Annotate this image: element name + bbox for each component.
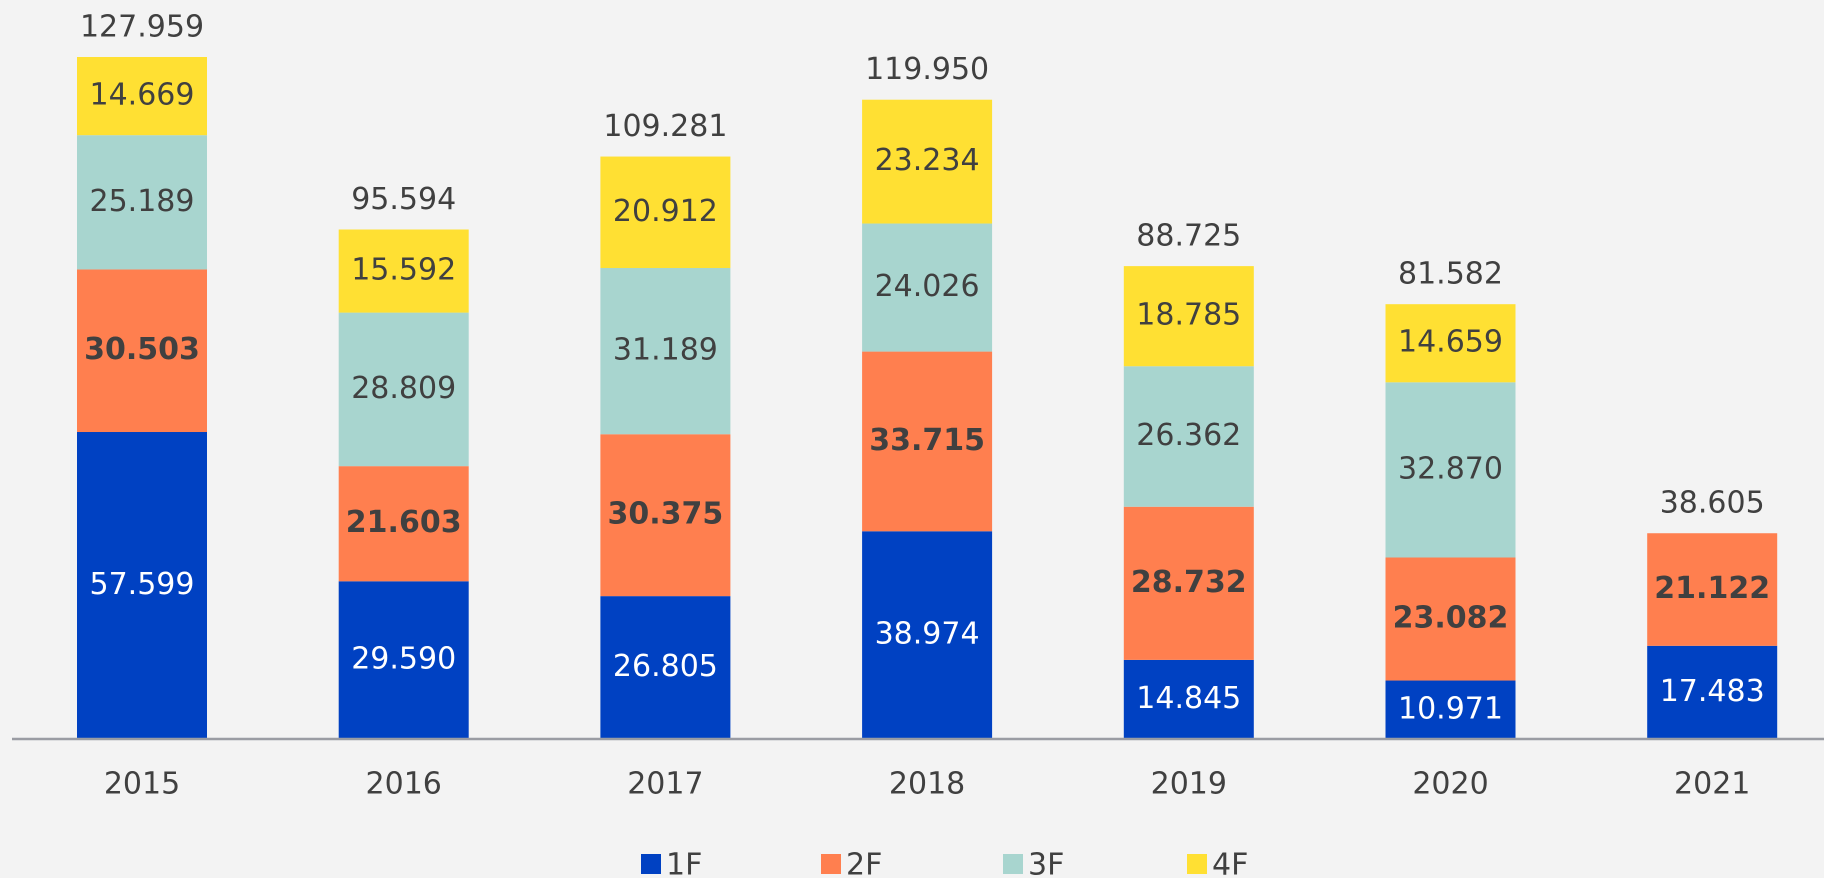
x-tick-label: 2021 <box>1674 767 1750 802</box>
bar-segment <box>1385 382 1516 558</box>
bar-segment <box>338 312 469 467</box>
legend-swatch <box>641 854 661 874</box>
legend-label: 3F <box>1028 848 1064 878</box>
legend-label: 1F <box>666 848 702 878</box>
legend-label: 4F <box>1212 848 1248 878</box>
value-label: 23.234 <box>875 143 980 178</box>
total-label: 127.959 <box>80 10 204 45</box>
value-label: 28.732 <box>1131 565 1247 600</box>
bar-segment <box>77 56 207 136</box>
x-tick-label: 2020 <box>1412 767 1488 802</box>
total-label: 95.594 <box>351 182 456 217</box>
bar-segment <box>338 229 469 313</box>
value-label: 30.375 <box>608 497 724 532</box>
bar-segment <box>77 432 207 739</box>
bar-segment <box>600 268 731 435</box>
value-label: 28.809 <box>351 371 456 406</box>
total-label: 38.605 <box>1660 486 1765 521</box>
x-tick-label: 2019 <box>1151 767 1227 802</box>
value-label: 14.845 <box>1136 681 1241 716</box>
value-label: 14.659 <box>1398 325 1503 360</box>
bar-segment <box>862 351 993 532</box>
bar-segment <box>1385 557 1516 681</box>
bar-segment <box>600 156 731 269</box>
value-label: 24.026 <box>875 269 980 304</box>
x-tick-label: 2018 <box>889 767 965 802</box>
value-label: 10.971 <box>1398 691 1503 726</box>
value-label: 25.189 <box>90 184 195 219</box>
bar-segment <box>1647 533 1778 646</box>
x-tick-label: 2017 <box>627 767 703 802</box>
value-label: 15.592 <box>351 253 456 288</box>
bar-segment <box>1385 304 1516 383</box>
value-label: 32.870 <box>1398 451 1503 486</box>
x-tick-label: 2016 <box>366 767 442 802</box>
x-tick-label: 2015 <box>104 767 180 802</box>
legend-swatch <box>1187 854 1207 874</box>
bar-segment <box>1123 266 1254 367</box>
value-label: 31.189 <box>613 333 718 368</box>
bar-segment <box>1385 680 1516 739</box>
value-label: 26.805 <box>613 649 718 684</box>
bar-segment <box>77 269 207 433</box>
total-label: 81.582 <box>1398 257 1503 292</box>
bar-segment <box>1123 659 1254 739</box>
value-label: 14.669 <box>90 78 195 113</box>
value-label: 30.503 <box>84 332 200 367</box>
value-label: 18.785 <box>1136 298 1241 333</box>
value-label: 21.603 <box>346 505 462 540</box>
bar-segment <box>338 581 469 739</box>
value-label: 21.122 <box>1654 571 1770 606</box>
bar-segment <box>600 434 731 597</box>
value-label: 29.590 <box>351 642 456 677</box>
value-label: 57.599 <box>90 567 195 602</box>
bar-segment <box>77 135 207 270</box>
bar-segment <box>862 99 993 224</box>
value-label: 17.483 <box>1660 674 1765 709</box>
bar-segment <box>600 596 731 739</box>
value-label: 33.715 <box>869 423 985 458</box>
total-label: 88.725 <box>1136 219 1241 254</box>
value-label: 20.912 <box>613 194 718 229</box>
legend-swatch <box>1003 854 1023 874</box>
bar-segment <box>1123 506 1254 660</box>
value-label: 23.082 <box>1393 601 1509 636</box>
bar-segment <box>1647 645 1778 739</box>
bar-segment <box>862 531 993 739</box>
bar-segment <box>862 223 993 352</box>
bar-segment <box>1123 366 1254 507</box>
total-label: 119.950 <box>865 52 989 87</box>
bar-segment <box>338 466 469 582</box>
value-label: 26.362 <box>1136 418 1241 453</box>
legend-swatch <box>821 854 841 874</box>
legend-label: 2F <box>846 848 882 878</box>
value-label: 38.974 <box>875 617 980 652</box>
total-label: 109.281 <box>603 109 727 144</box>
